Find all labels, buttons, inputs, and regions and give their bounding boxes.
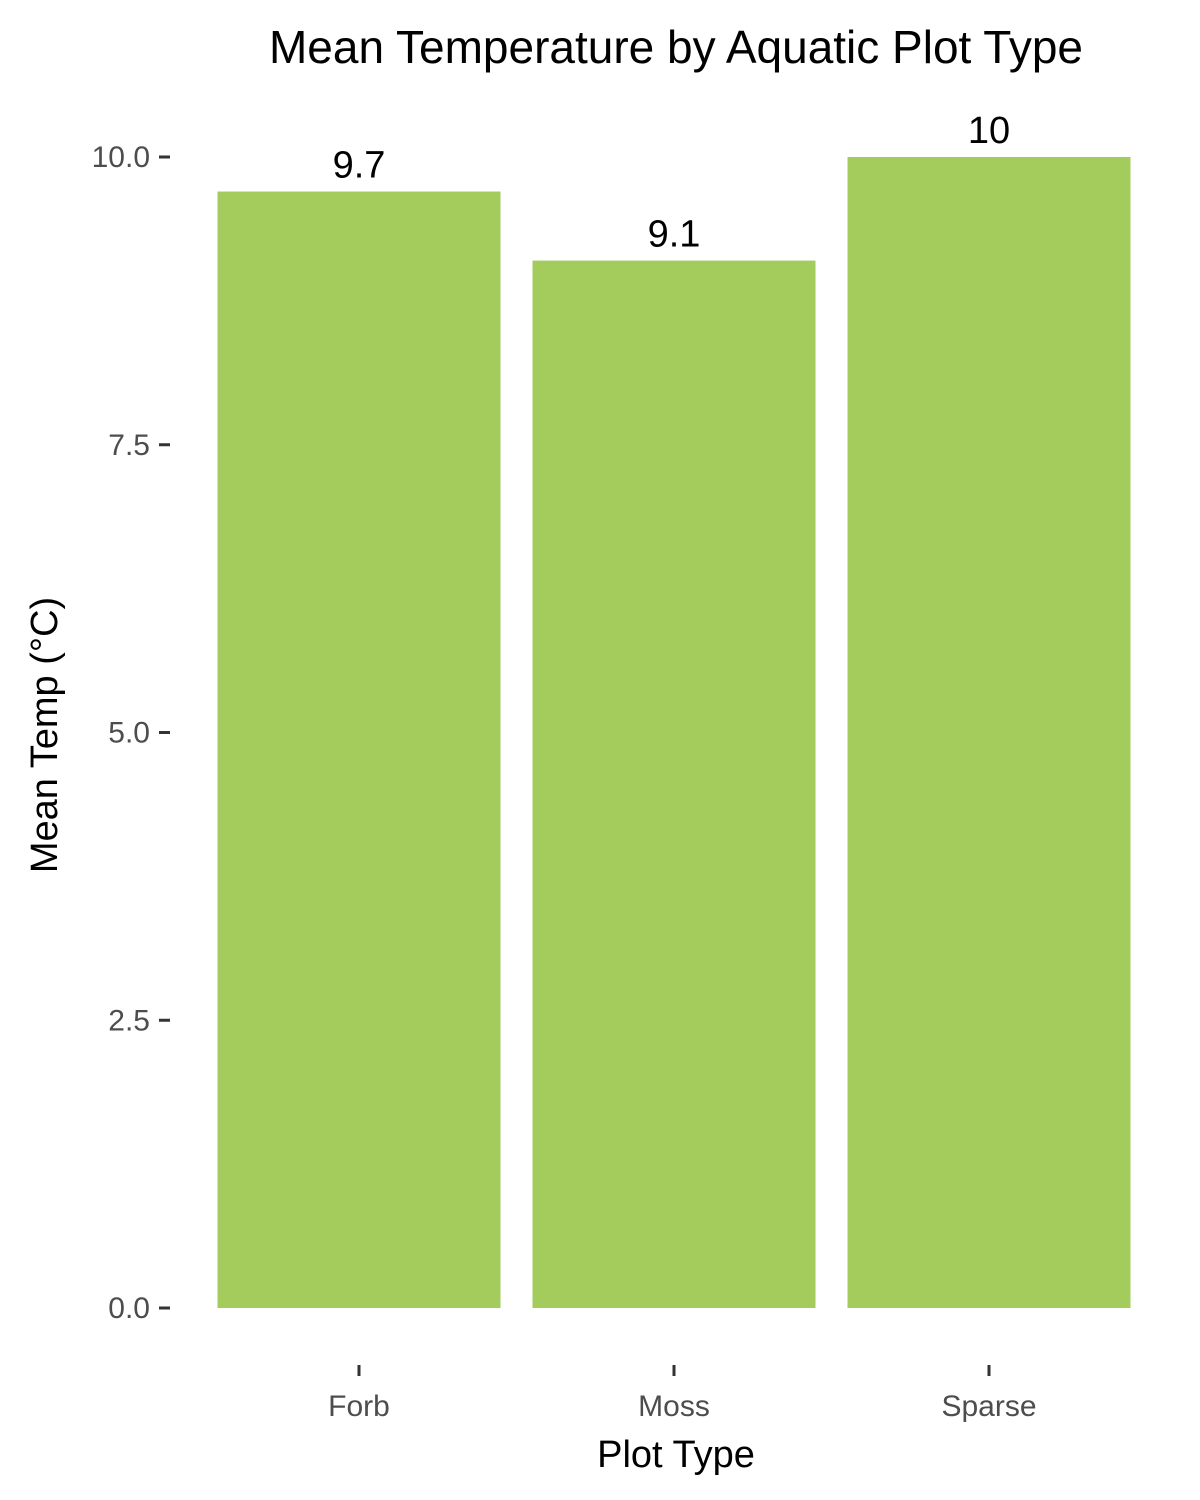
x-tick-label: Sparse bbox=[941, 1390, 1036, 1423]
y-tick-label: 2.5 bbox=[108, 1004, 150, 1037]
x-tick-label: Moss bbox=[638, 1390, 710, 1423]
x-tick-label: Forb bbox=[328, 1390, 390, 1423]
data-label: 9.7 bbox=[333, 145, 386, 187]
y-tick-label: 0.0 bbox=[108, 1292, 150, 1325]
chart-title: Mean Temperature by Aquatic Plot Type bbox=[269, 21, 1083, 73]
y-tick-label: 10.0 bbox=[92, 141, 150, 174]
data-label: 10 bbox=[968, 110, 1010, 152]
data-labels: 9.7 9.1 10 bbox=[333, 110, 1011, 256]
y-axis-title: Mean Temp (°C) bbox=[24, 597, 66, 873]
x-axis: Forb Moss Sparse bbox=[328, 1365, 1037, 1423]
y-tick-label: 5.0 bbox=[108, 717, 150, 750]
x-axis-title: Plot Type bbox=[597, 1434, 755, 1476]
bar-moss bbox=[532, 260, 816, 1309]
y-axis: 0.0 2.5 5.0 7.5 10.0 bbox=[92, 141, 170, 1325]
bar-forb bbox=[217, 191, 501, 1308]
bars bbox=[217, 157, 1131, 1309]
data-label: 9.1 bbox=[648, 214, 701, 256]
bar-sparse bbox=[847, 157, 1131, 1308]
y-tick-label: 7.5 bbox=[108, 429, 150, 462]
